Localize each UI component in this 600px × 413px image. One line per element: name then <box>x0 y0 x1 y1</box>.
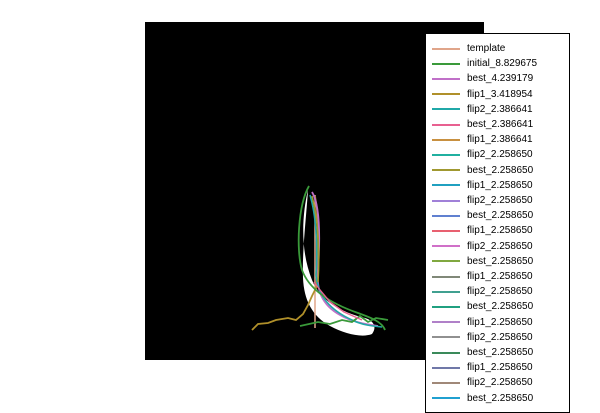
legend-label: flip1_2.258650 <box>467 179 533 191</box>
legend-label: flip1_2.258650 <box>467 316 533 328</box>
legend-entry: best_2.258650 <box>432 208 569 223</box>
legend-label: flip2_2.258650 <box>467 286 533 298</box>
legend-label: flip2_2.258650 <box>467 195 533 206</box>
legend-swatch <box>432 381 460 384</box>
legend-label: flip1_2.258650 <box>467 362 533 374</box>
legend-entry: best_2.258650 <box>432 391 569 406</box>
curve-best-pink <box>313 281 363 321</box>
legend-entry: flip1_2.258650 <box>432 269 569 284</box>
legend-label: best_2.386641 <box>467 119 534 130</box>
legend-label: best_2.258650 <box>467 255 534 267</box>
legend-label: initial_8.829675 <box>467 58 538 70</box>
legend-label: best_2.258650 <box>467 164 534 176</box>
legend-entry: flip2_2.258650 <box>432 147 569 162</box>
legend-label: best_2.258650 <box>467 347 534 358</box>
legend-swatch <box>432 275 460 278</box>
legend-entry: flip2_2.386641 <box>432 102 569 117</box>
legend-entry: flip1_2.258650 <box>432 178 569 193</box>
legend-label: flip1_2.258650 <box>467 225 533 237</box>
legend-swatch <box>432 366 460 369</box>
legend-entry: best_2.258650 <box>432 299 569 314</box>
legend-swatch <box>432 77 460 80</box>
legend-swatch <box>432 290 460 293</box>
legend-entry: flip2_2.258650 <box>432 239 569 254</box>
legend-entry: template <box>432 41 569 56</box>
legend-entry: best_2.258650 <box>432 345 569 360</box>
legend-entry: flip2_2.258650 <box>432 284 569 299</box>
legend-swatch <box>432 214 460 217</box>
curve-flip1-3418954 <box>251 195 319 331</box>
legend-swatch <box>432 93 460 96</box>
legend-swatch <box>432 62 460 65</box>
legend-swatch <box>432 260 460 263</box>
curve-best-olive <box>311 195 320 283</box>
legend-swatch <box>432 336 460 339</box>
legend-swatch <box>432 351 460 354</box>
legend-entry: flip2_2.258650 <box>432 330 569 345</box>
legend-label: best_2.258650 <box>467 210 534 222</box>
legend-entry: initial_8.829675 <box>432 56 569 71</box>
legend-swatch <box>432 245 460 248</box>
legend-swatch <box>432 169 460 172</box>
legend-entry: flip1_2.258650 <box>432 360 569 375</box>
legend-entry: flip1_3.418954 <box>432 87 569 102</box>
legend-swatch <box>432 153 460 156</box>
legend-swatch <box>432 138 460 141</box>
legend-entry: best_4.239179 <box>432 71 569 86</box>
legend-label: flip2_2.258650 <box>467 240 533 252</box>
legend-label: flip2_2.386641 <box>467 103 533 115</box>
legend-swatch <box>432 47 460 50</box>
legend-swatch <box>432 184 460 187</box>
legend-entry: best_2.386641 <box>432 117 569 132</box>
legend-swatch <box>432 199 460 202</box>
legend-label: best_2.258650 <box>467 392 534 404</box>
legend-label: flip1_2.386641 <box>467 134 533 146</box>
curve-initial-8829675 <box>297 185 389 331</box>
curve-overlay <box>251 185 389 336</box>
legend-swatch <box>432 321 460 324</box>
legend-label: flip1_2.258650 <box>467 271 533 282</box>
legend-entry: flip1_2.258650 <box>432 315 569 330</box>
legend-entry: flip2_2.258650 <box>432 193 569 208</box>
legend-label: flip1_3.418954 <box>467 88 533 100</box>
legend-entry: flip1_2.386641 <box>432 132 569 147</box>
legend-swatch <box>432 123 460 126</box>
legend-swatch <box>432 229 460 232</box>
legend-swatch <box>432 397 460 400</box>
legend-swatch <box>432 305 460 308</box>
legend-label: best_4.239179 <box>467 73 534 85</box>
legend-label: template <box>467 43 506 54</box>
legend-swatch <box>432 108 460 111</box>
legend-entry: best_2.258650 <box>432 163 569 178</box>
white-silhouette <box>302 190 375 336</box>
legend-label: flip2_2.258650 <box>467 331 533 343</box>
legend-entry: flip2_2.258650 <box>432 375 569 390</box>
legend-entry: flip1_2.258650 <box>432 223 569 238</box>
legend-label: best_2.258650 <box>467 301 534 313</box>
legend-label: flip2_2.258650 <box>467 149 533 161</box>
legend-entry: best_2.258650 <box>432 254 569 269</box>
legend-label: flip2_2.258650 <box>467 377 533 389</box>
